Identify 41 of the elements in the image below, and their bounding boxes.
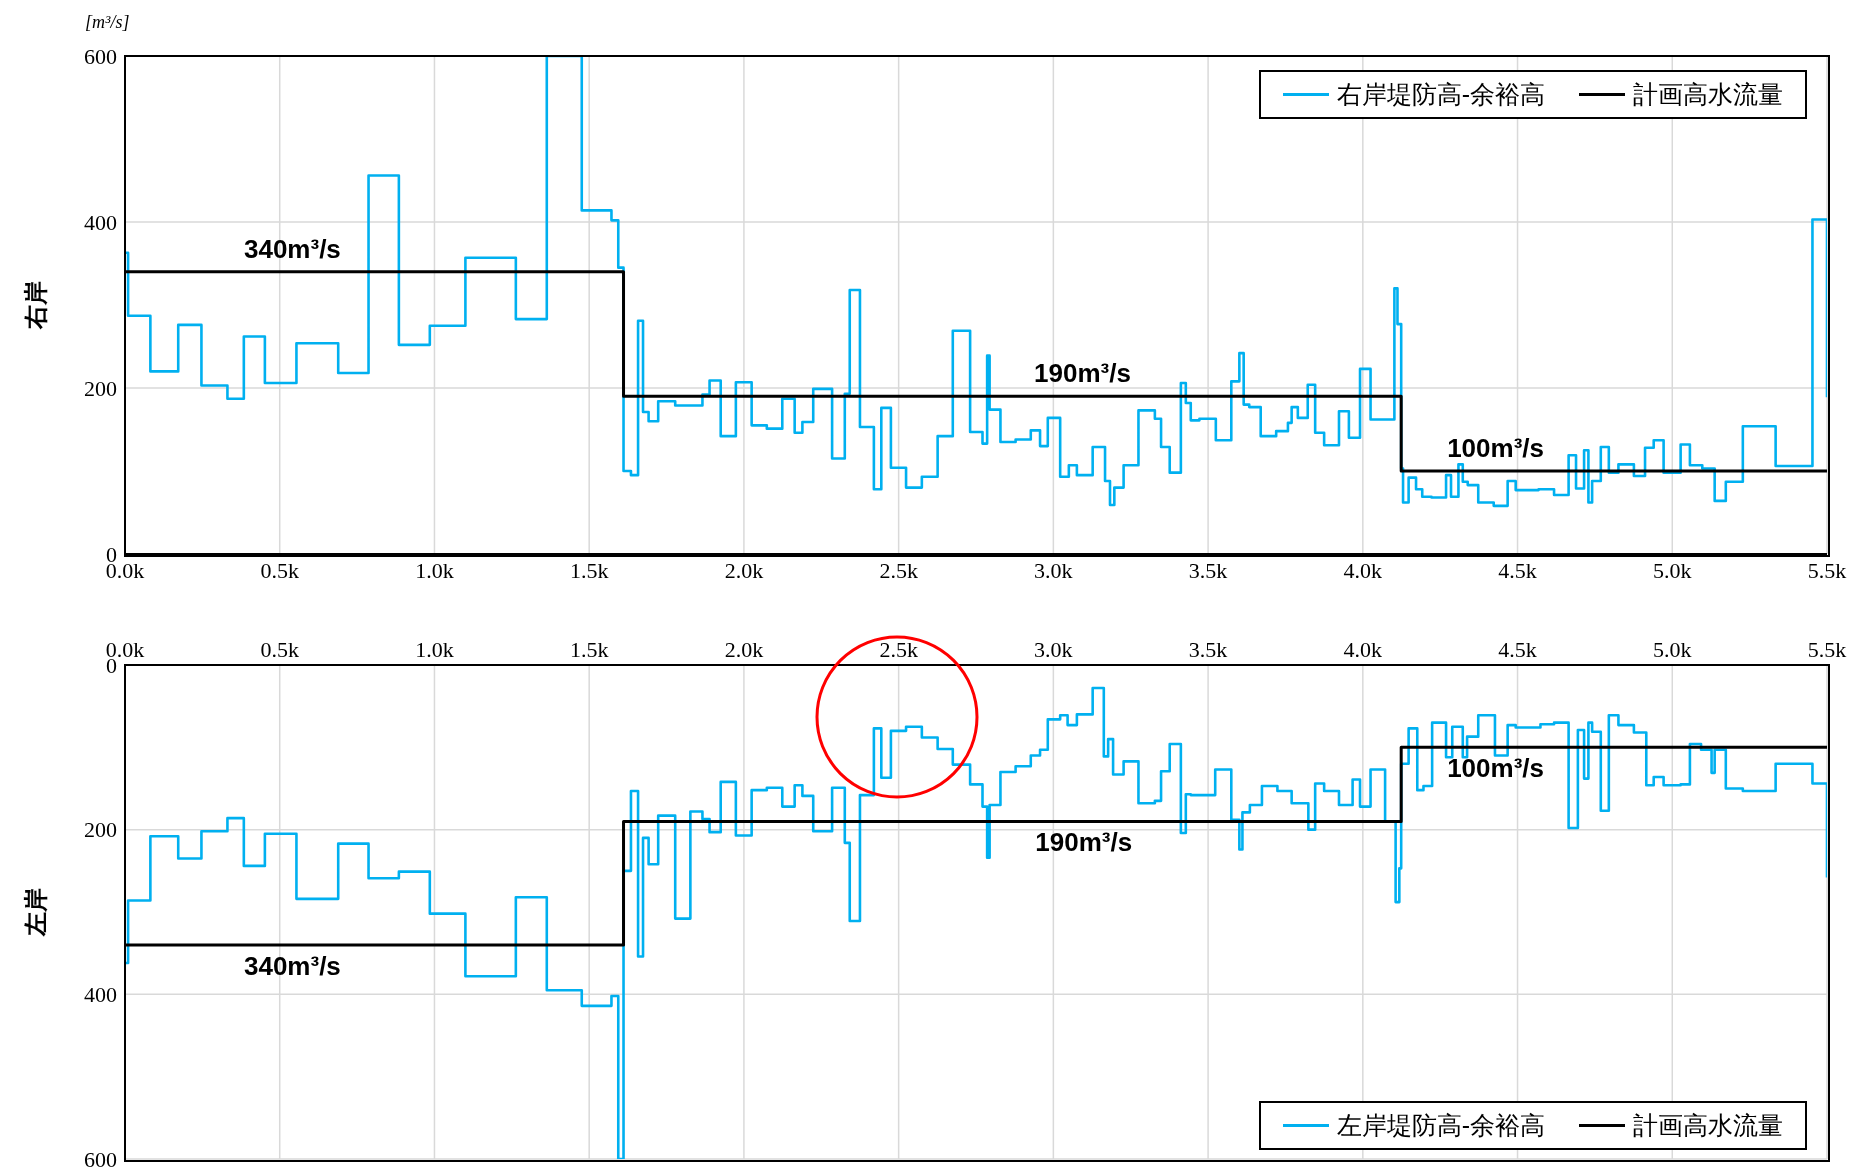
annotation: 340m³/s	[243, 950, 341, 982]
y-tick-label: 200	[84, 817, 117, 843]
legend-label: 右岸堤防高-余裕高	[1336, 79, 1545, 110]
x-tick-label: 4.5k	[1498, 557, 1537, 583]
y-tick-label: 600	[84, 43, 117, 69]
x-tick-label: 0.5k	[260, 557, 299, 583]
x2-tick-label: 1.0k	[415, 637, 454, 662]
x2-tick-label: 4.5k	[1498, 637, 1537, 662]
x-tick-label: 1.0k	[415, 557, 454, 583]
x2-tick-label: 3.0k	[1034, 637, 1073, 662]
x-tick-label: 1.5k	[569, 557, 609, 583]
annotation: 100m³/s	[1447, 433, 1544, 464]
text: [m³/s]	[85, 12, 130, 33]
x2-tick-label: 3.5k	[1188, 637, 1228, 662]
x-tick-label: 4.0k	[1343, 557, 1383, 583]
x-tick-label: 2.0k	[724, 557, 764, 583]
x-tick-label: 3.5k	[1188, 557, 1228, 583]
legend-label: 計画高水流量	[1633, 1110, 1783, 1141]
annotation: 190m³/s	[1034, 358, 1131, 390]
annotation: 340m³/s	[243, 233, 341, 265]
y-axis-title: 左岸	[21, 888, 50, 936]
x-tick-label: 3.0k	[1034, 557, 1073, 583]
y-axis-title: 右岸	[21, 281, 50, 329]
x2-tick-label: 2.5k	[879, 637, 918, 662]
x-tick-label: 2.5k	[879, 557, 918, 583]
x-tick-label: 5.0k	[1653, 557, 1692, 583]
annotation: 100m³/s	[1447, 753, 1544, 785]
x2-tick-label: 2.0k	[724, 637, 764, 662]
x-tick-label: 5.5k	[1807, 557, 1847, 583]
x2-tick-label: 5.0k	[1653, 637, 1692, 662]
legend-label: 左岸堤防高-余裕高	[1336, 1110, 1545, 1141]
y-tick-label: 200	[84, 375, 117, 401]
y-tick-label: 400	[84, 209, 117, 235]
annotation: 190m³/s	[1035, 827, 1133, 859]
x2-tick-label: 5.5k	[1807, 637, 1847, 662]
x2-tick-label: 0.5k	[260, 637, 299, 662]
x2-tick-label: 4.0k	[1343, 637, 1383, 662]
y-tick-label: 400	[84, 982, 117, 1008]
x2-tick-label: 1.5k	[569, 637, 609, 662]
legend-label: 計画高水流量	[1633, 79, 1783, 110]
y-tick-label: 600	[84, 1146, 117, 1172]
